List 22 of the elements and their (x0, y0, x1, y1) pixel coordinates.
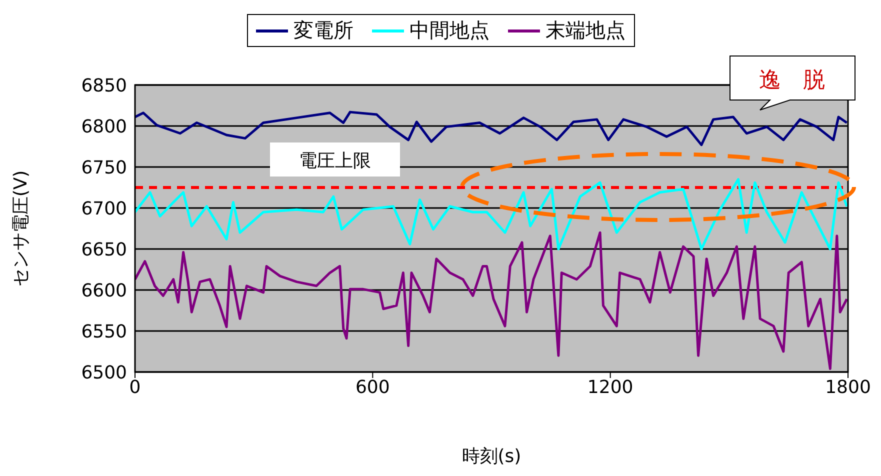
x-tick-label: 1200 (587, 376, 634, 398)
y-tick-label: 6800 (81, 116, 127, 138)
line-series (135, 231, 848, 370)
y-tick-label: 6850 (81, 75, 127, 96)
annotation: 逸 脱 (759, 68, 825, 93)
ref-line-label: 電圧上限 (299, 150, 371, 172)
x-tick-label: 1800 (825, 376, 871, 398)
y-tick-label: 6500 (81, 362, 127, 384)
line-series (135, 110, 848, 146)
y-axis-title: センサ電圧(V) (10, 170, 32, 287)
x-tick-label: 0 (129, 376, 141, 398)
y-tick-label: 6550 (81, 321, 127, 342)
line-series (135, 178, 848, 250)
legend-label: 中間地点 (410, 17, 490, 44)
x-tick-label: 600 (355, 376, 390, 398)
legend-label: 変電所 (294, 17, 354, 44)
x-axis-title: 時刻(s) (462, 446, 522, 467)
y-tick-label: 6700 (81, 198, 127, 220)
y-tick-label: 6750 (81, 157, 127, 178)
y-tick-label: 6650 (81, 239, 127, 260)
y-tick-label: 6600 (81, 280, 127, 302)
legend-label: 末端地点 (546, 17, 626, 44)
